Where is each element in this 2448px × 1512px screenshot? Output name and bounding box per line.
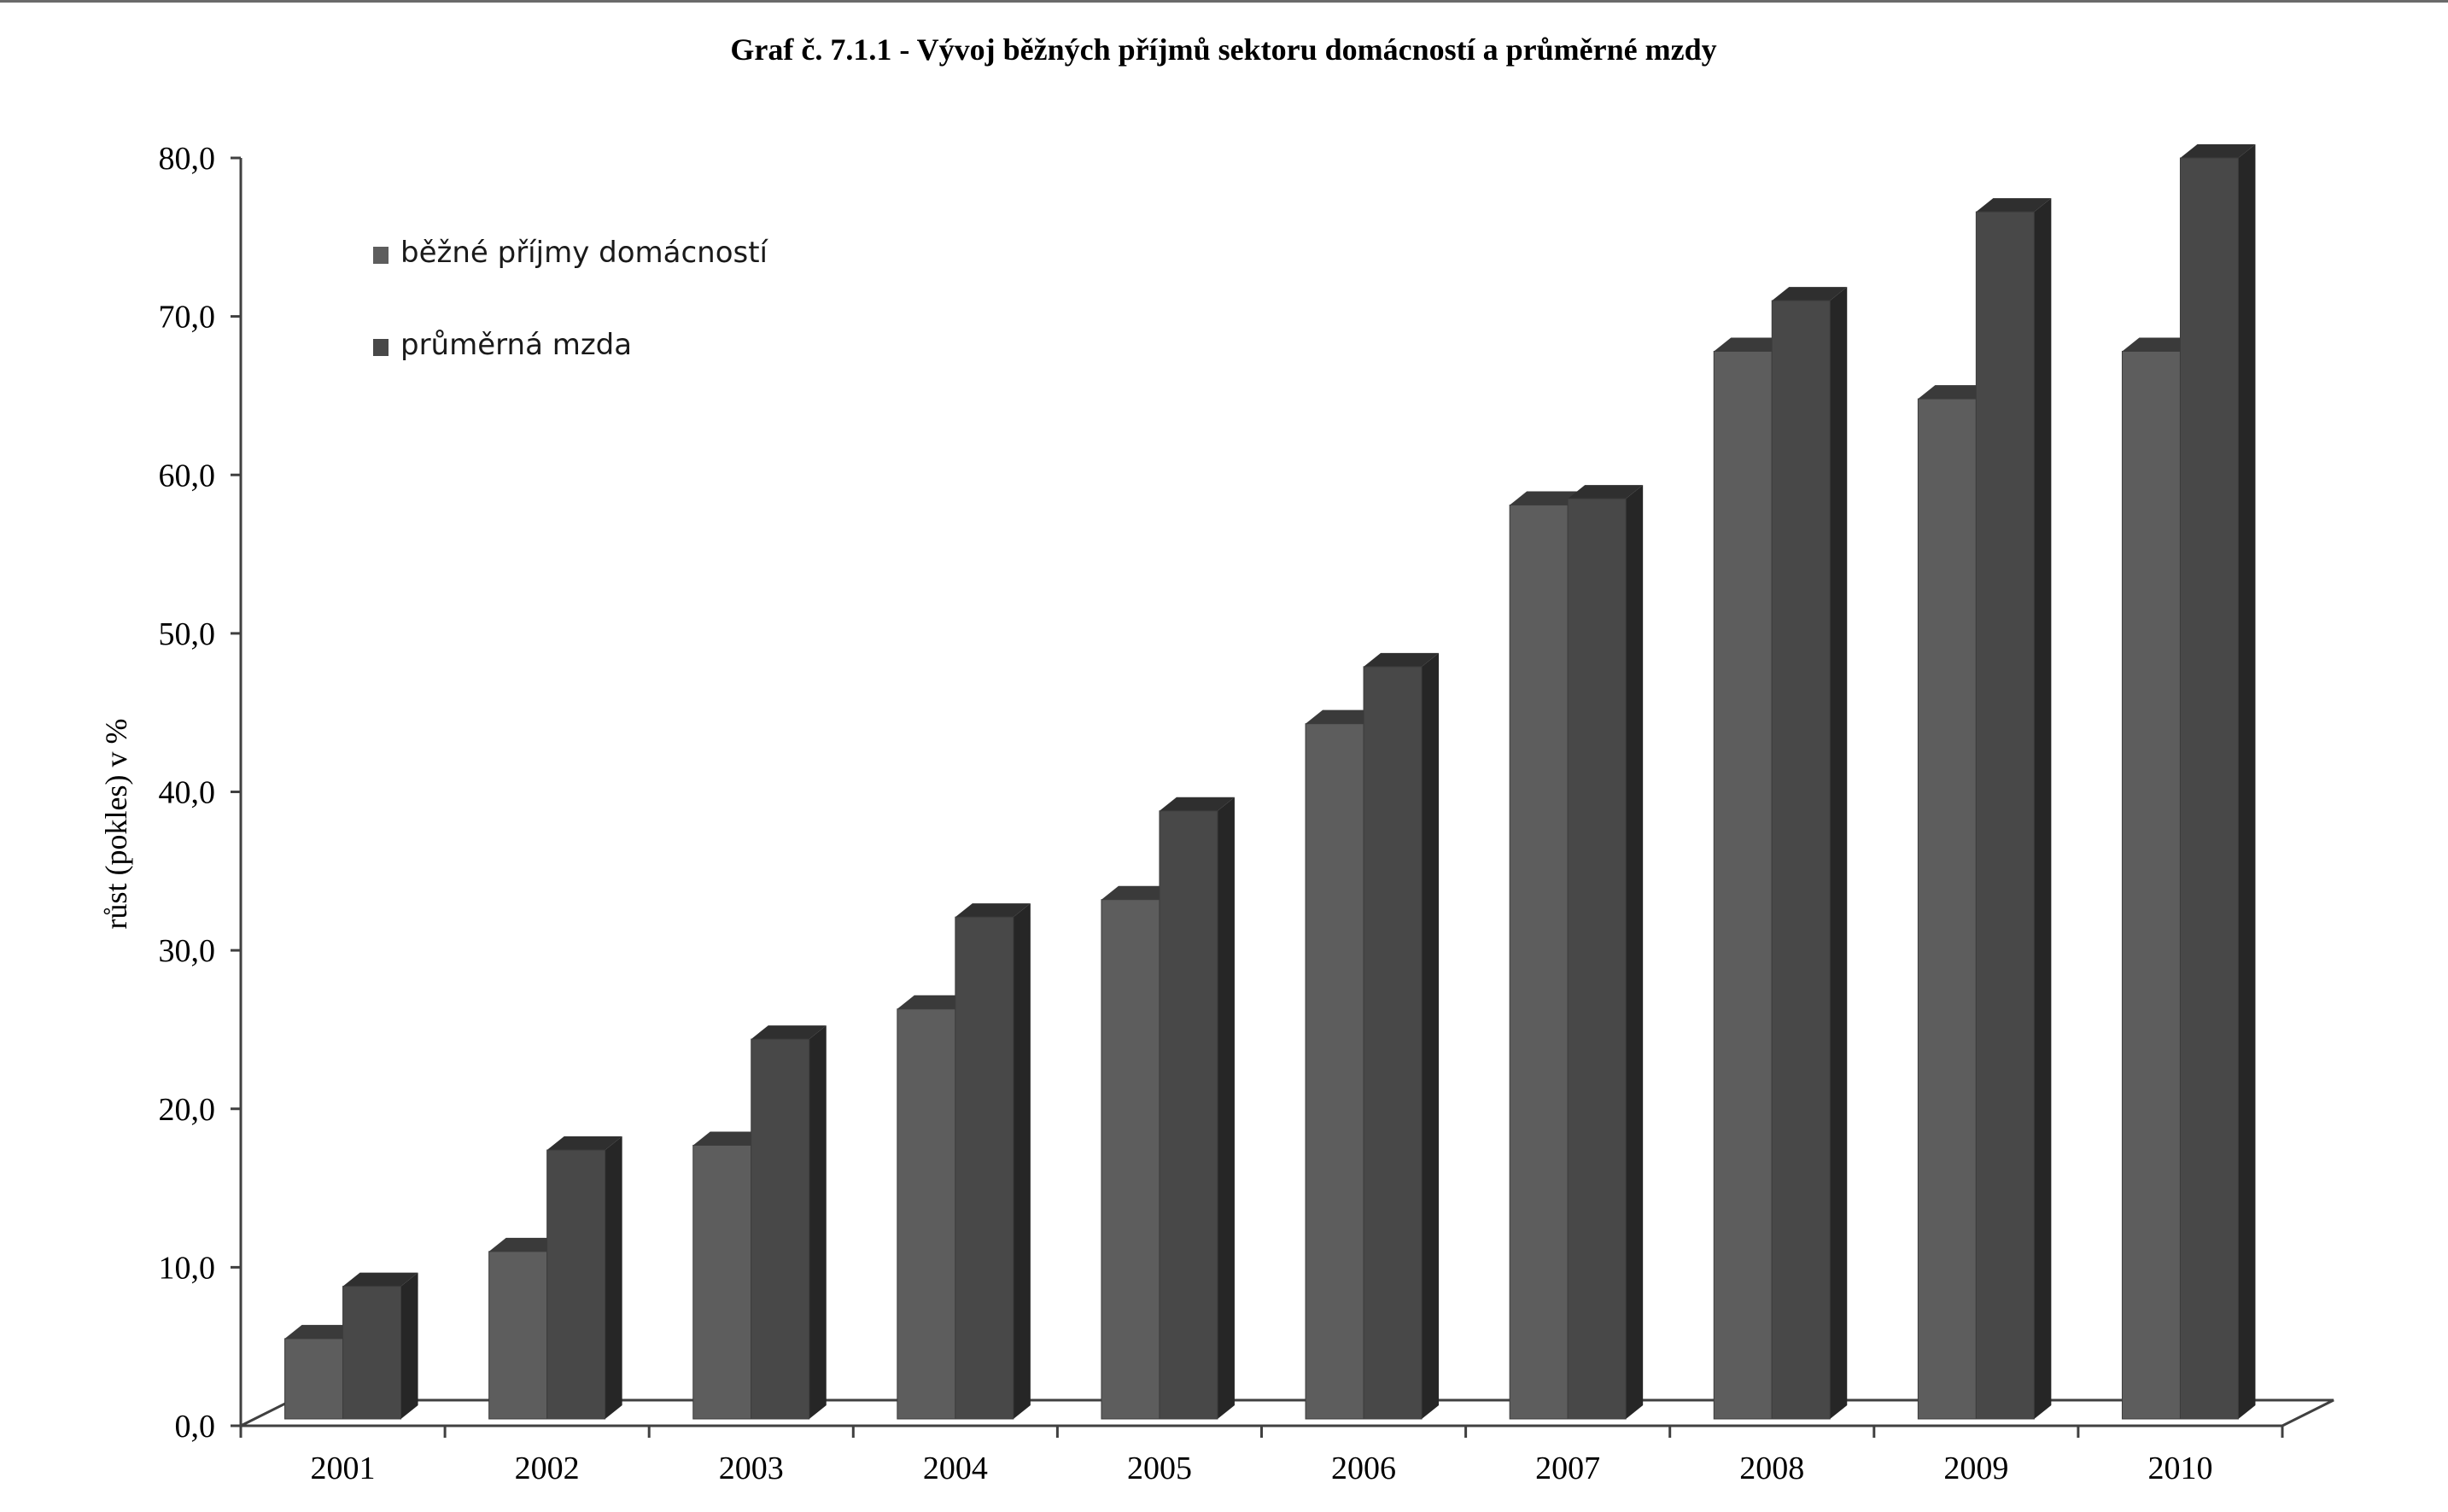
bar-side-face xyxy=(2238,144,2256,1419)
bar-average-wage xyxy=(1771,287,1848,1420)
bar-average-wage xyxy=(1567,485,1644,1420)
bar-front-face xyxy=(1771,300,1831,1420)
legend-label: průměrná mzda xyxy=(400,328,632,362)
bar-front-face xyxy=(1975,211,2035,1420)
bar-front-face xyxy=(2121,350,2181,1420)
x-tick-label: 2010 xyxy=(2147,1451,2212,1486)
bar-top-face xyxy=(2180,144,2256,158)
bar-front-face xyxy=(897,1008,956,1420)
y-tick-label: 30,0 xyxy=(159,933,216,969)
bar-average-wage xyxy=(955,903,1031,1420)
top-rule xyxy=(0,0,2448,3)
legend-swatch xyxy=(373,247,389,264)
chart-title: Graf č. 7.1.1 - Vývoj běžných příjmů sek… xyxy=(730,32,1716,67)
bar-average-wage xyxy=(1363,652,1440,1420)
bar-front-face xyxy=(2179,157,2239,1420)
bar-side-face xyxy=(1830,287,1848,1419)
tick-labels: 0,0 10,0 20,0 30,0 40,0 50,0 60,0 70,0 80,0 2001 2… xyxy=(159,141,2213,1486)
bar-top-face xyxy=(546,1136,622,1151)
bar-top-face xyxy=(1714,337,1790,352)
bar-front-face xyxy=(1713,350,1773,1420)
y-axis-label: růst (pokles) v % xyxy=(99,719,133,930)
x-tick-label: 2002 xyxy=(515,1451,580,1486)
bars xyxy=(284,144,2256,1420)
y-tick-label: 80,0 xyxy=(159,141,216,177)
axes xyxy=(231,156,2284,1438)
bar-average-wage xyxy=(342,1272,418,1420)
y-tick-label: 60,0 xyxy=(159,458,216,493)
x-tick-label: 2006 xyxy=(1331,1451,1396,1486)
bar-top-face xyxy=(488,1237,564,1252)
bar-front-face xyxy=(692,1144,752,1420)
bar-front-face xyxy=(1509,505,1569,1420)
bar-front-face xyxy=(342,1286,402,1420)
bar-average-wage xyxy=(1975,198,2052,1420)
bar-top-face xyxy=(342,1272,418,1287)
bar-side-face xyxy=(400,1272,418,1419)
y-tick-label: 50,0 xyxy=(159,616,216,652)
x-tick-label: 2003 xyxy=(719,1451,784,1486)
bar-side-face xyxy=(809,1025,827,1419)
bar-top-face xyxy=(1772,287,1848,301)
bar-front-face xyxy=(1101,899,1160,1420)
bar-side-face xyxy=(1217,797,1235,1419)
bar-side-face xyxy=(605,1136,622,1419)
bar-top-face xyxy=(1101,885,1177,900)
bar-front-face xyxy=(1159,810,1218,1420)
bar-top-face xyxy=(897,995,973,1009)
bar-front-face xyxy=(1363,666,1423,1420)
legend: běžné příjmy domácností průměrná mzda xyxy=(373,236,769,362)
x-tick-label: 2007 xyxy=(1535,1451,1600,1486)
bar-side-face xyxy=(2034,198,2052,1419)
x-tick-label: 2001 xyxy=(311,1451,376,1486)
y-tick-label: 0,0 xyxy=(175,1409,216,1445)
bar-side-face xyxy=(1013,903,1031,1419)
bar-top-face xyxy=(1306,709,1382,724)
bar-top-face xyxy=(1918,385,1994,400)
y-tick-label: 10,0 xyxy=(159,1250,216,1286)
bar-top-face xyxy=(692,1131,768,1146)
bar-front-face xyxy=(751,1038,810,1420)
bar-top-face xyxy=(751,1025,827,1040)
bar-top-face xyxy=(1510,491,1586,505)
bar-top-face xyxy=(1976,198,2052,213)
bar-average-wage xyxy=(546,1136,622,1420)
y-tick-label: 20,0 xyxy=(159,1092,216,1128)
y-tick-label: 70,0 xyxy=(159,300,216,336)
y-tick-label: 40,0 xyxy=(159,775,216,811)
bar-top-face xyxy=(1568,485,1644,499)
legend-label: běžné příjmy domácností xyxy=(400,236,769,270)
bar-front-face xyxy=(546,1149,606,1420)
bar-top-face xyxy=(955,903,1031,918)
x-tick-label: 2004 xyxy=(923,1451,988,1486)
legend-swatch xyxy=(373,339,389,356)
bar-top-face xyxy=(284,1324,360,1339)
bar-front-face xyxy=(1917,398,1977,1420)
x-tick-label: 2009 xyxy=(1943,1451,2008,1486)
bar-side-face xyxy=(1626,485,1644,1419)
bar-top-face xyxy=(1159,797,1235,811)
bar-average-wage xyxy=(1159,797,1235,1420)
bar-front-face xyxy=(488,1251,548,1420)
bar-average-wage xyxy=(751,1025,827,1420)
bar-average-wage xyxy=(2179,144,2256,1420)
bar-front-face xyxy=(955,916,1014,1420)
bar-front-face xyxy=(1305,723,1364,1420)
bar-top-face xyxy=(2122,337,2198,352)
x-tick-label: 2008 xyxy=(1739,1451,1804,1486)
bar-front-face xyxy=(284,1338,344,1420)
bar-front-face xyxy=(1567,498,1627,1420)
x-tick-label: 2005 xyxy=(1127,1451,1192,1486)
bar-side-face xyxy=(1422,652,1440,1419)
bar-top-face xyxy=(1364,652,1440,667)
